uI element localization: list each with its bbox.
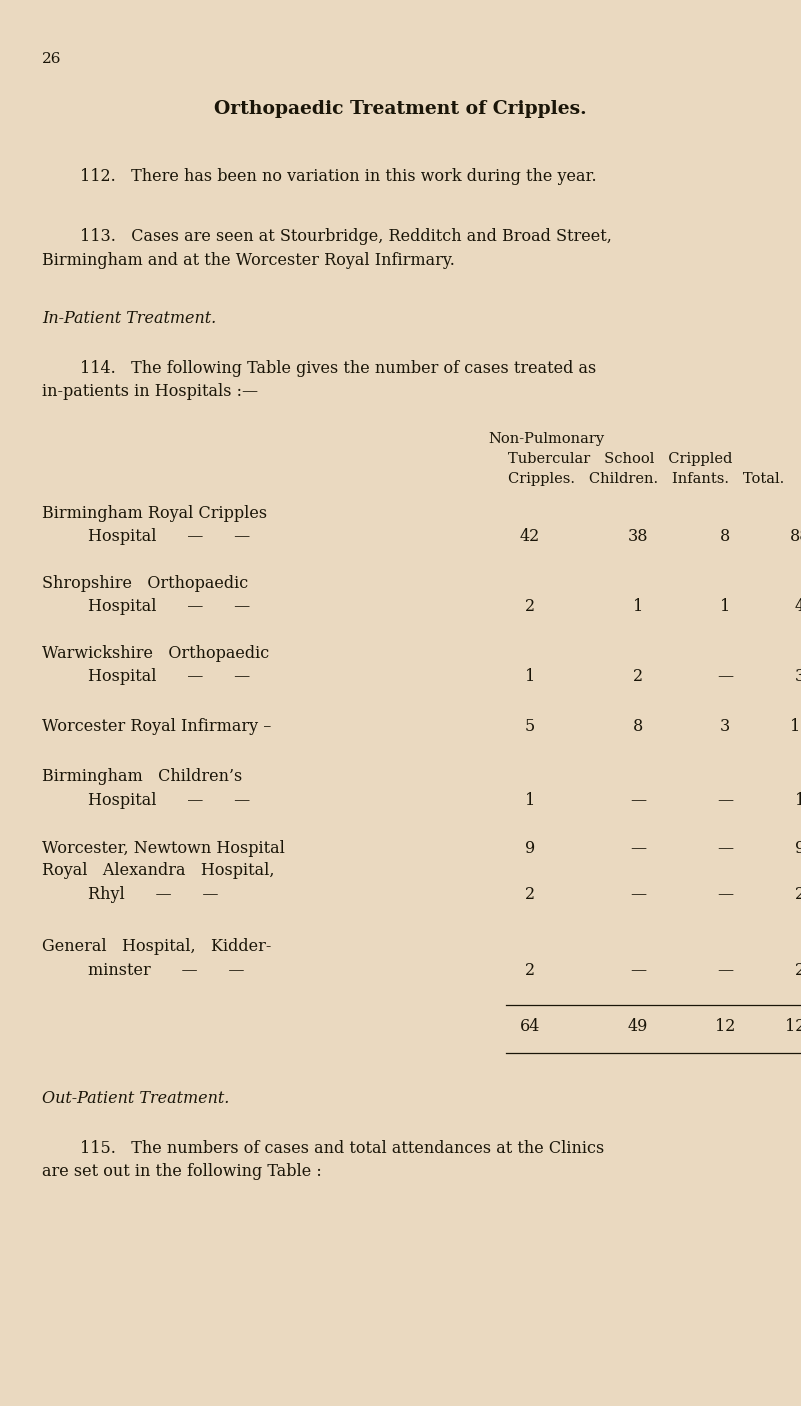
- Text: 115.   The numbers of cases and total attendances at the Clinics: 115. The numbers of cases and total atte…: [80, 1140, 604, 1157]
- Text: 49: 49: [628, 1018, 648, 1035]
- Text: Warwickshire   Orthopaedic: Warwickshire Orthopaedic: [42, 645, 269, 662]
- Text: 3: 3: [795, 668, 801, 685]
- Text: 2: 2: [525, 598, 535, 614]
- Text: 26: 26: [42, 52, 62, 66]
- Text: Rhyl      —      —: Rhyl — —: [88, 886, 219, 903]
- Text: Birmingham   Children’s: Birmingham Children’s: [42, 768, 242, 785]
- Text: Hospital      —      —: Hospital — —: [88, 598, 250, 614]
- Text: Non-Pulmonary: Non-Pulmonary: [488, 432, 604, 446]
- Text: —: —: [630, 886, 646, 903]
- Text: Worcester, Newtown Hospital: Worcester, Newtown Hospital: [42, 839, 285, 858]
- Text: Cripples.   Children.   Infants.   Total.: Cripples. Children. Infants. Total.: [508, 472, 784, 486]
- Text: Shropshire   Orthopaedic: Shropshire Orthopaedic: [42, 575, 248, 592]
- Text: 125: 125: [785, 1018, 801, 1035]
- Text: 5: 5: [525, 718, 535, 735]
- Text: 12: 12: [714, 1018, 735, 1035]
- Text: 1: 1: [633, 598, 643, 614]
- Text: Tubercular   School   Crippled: Tubercular School Crippled: [508, 451, 732, 465]
- Text: 4: 4: [795, 598, 801, 614]
- Text: —: —: [717, 839, 733, 858]
- Text: 42: 42: [520, 529, 540, 546]
- Text: 1: 1: [795, 792, 801, 808]
- Text: Worcester Royal Infirmary –: Worcester Royal Infirmary –: [42, 718, 272, 735]
- Text: Hospital      —      —: Hospital — —: [88, 792, 250, 808]
- Text: Royal   Alexandra   Hospital,: Royal Alexandra Hospital,: [42, 862, 275, 879]
- Text: Hospital      —      —: Hospital — —: [88, 668, 250, 685]
- Text: 3: 3: [720, 718, 731, 735]
- Text: 64: 64: [520, 1018, 540, 1035]
- Text: 113.   Cases are seen at Stourbridge, Redditch and Broad Street,: 113. Cases are seen at Stourbridge, Redd…: [80, 228, 612, 245]
- Text: 1: 1: [525, 792, 535, 808]
- Text: —: —: [717, 668, 733, 685]
- Text: 2: 2: [525, 886, 535, 903]
- Text: 2: 2: [525, 962, 535, 979]
- Text: 112.   There has been no variation in this work during the year.: 112. There has been no variation in this…: [80, 167, 597, 186]
- Text: Birmingham Royal Cripples: Birmingham Royal Cripples: [42, 505, 267, 522]
- Text: 16: 16: [790, 718, 801, 735]
- Text: —: —: [630, 839, 646, 858]
- Text: —: —: [630, 962, 646, 979]
- Text: 9: 9: [525, 839, 535, 858]
- Text: Out-Patient Treatment.: Out-Patient Treatment.: [42, 1090, 229, 1107]
- Text: —: —: [717, 886, 733, 903]
- Text: 2: 2: [795, 962, 801, 979]
- Text: Hospital      —      —: Hospital — —: [88, 529, 250, 546]
- Text: In-Patient Treatment.: In-Patient Treatment.: [42, 309, 216, 328]
- Text: minster      —      —: minster — —: [88, 962, 244, 979]
- Text: 2: 2: [795, 886, 801, 903]
- Text: 114.   The following Table gives the number of cases treated as: 114. The following Table gives the numbe…: [80, 360, 596, 377]
- Text: 38: 38: [628, 529, 648, 546]
- Text: are set out in the following Table :: are set out in the following Table :: [42, 1163, 322, 1180]
- Text: 8: 8: [720, 529, 731, 546]
- Text: 2: 2: [633, 668, 643, 685]
- Text: 9: 9: [795, 839, 801, 858]
- Text: in-patients in Hospitals :—: in-patients in Hospitals :—: [42, 382, 258, 399]
- Text: —: —: [717, 792, 733, 808]
- Text: 1: 1: [525, 668, 535, 685]
- Text: 1: 1: [720, 598, 731, 614]
- Text: —: —: [630, 792, 646, 808]
- Text: Orthopaedic Treatment of Cripples.: Orthopaedic Treatment of Cripples.: [214, 100, 586, 118]
- Text: Birmingham and at the Worcester Royal Infirmary.: Birmingham and at the Worcester Royal In…: [42, 252, 455, 269]
- Text: —: —: [717, 962, 733, 979]
- Text: 8: 8: [633, 718, 643, 735]
- Text: General   Hospital,   Kidder-: General Hospital, Kidder-: [42, 938, 272, 955]
- Text: 88: 88: [790, 529, 801, 546]
